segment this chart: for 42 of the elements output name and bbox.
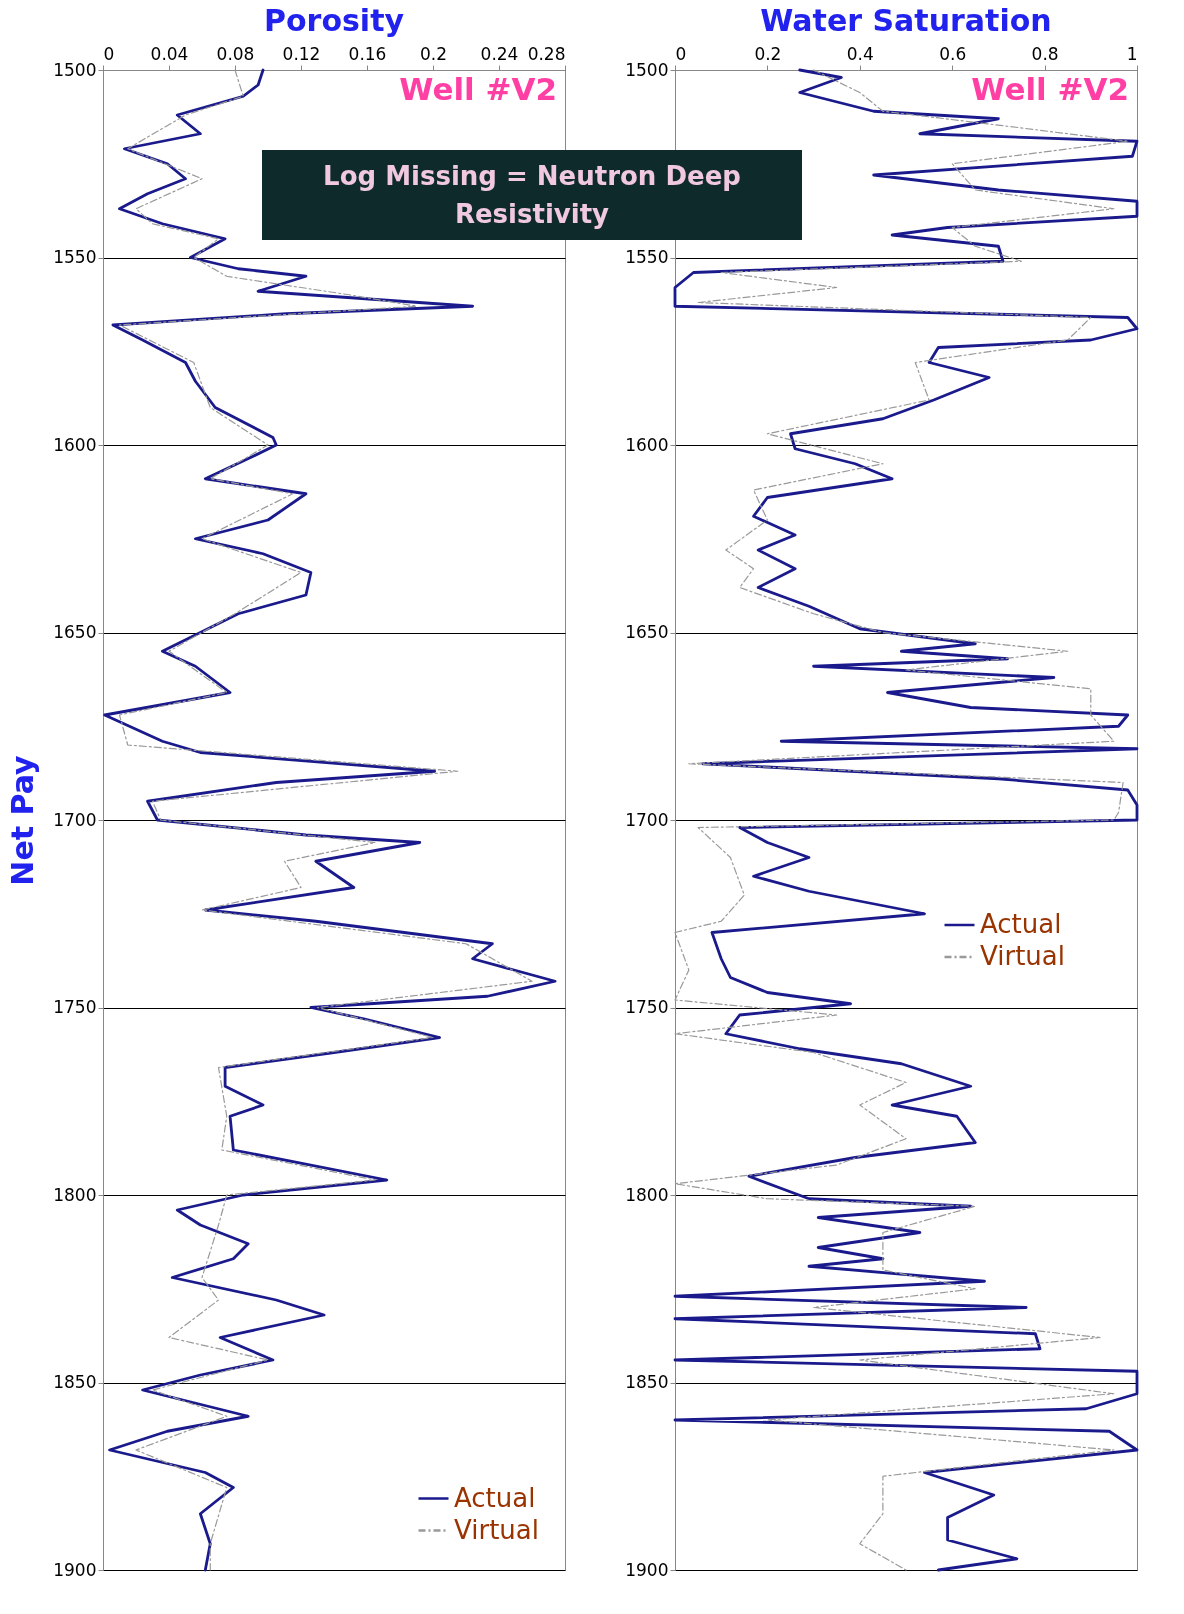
x-tick-label: 0.4 xyxy=(846,43,874,64)
annotation: Well #V2 xyxy=(399,71,557,107)
x-tick-label: 0.08 xyxy=(216,43,255,64)
x-tick-label: 0.04 xyxy=(150,43,189,64)
y-tick-label: 1550 xyxy=(53,247,97,267)
x-tick-label: 0 xyxy=(103,43,115,64)
x-tick-label: 0.8 xyxy=(1031,43,1059,64)
chart-title: Water Saturation xyxy=(760,3,1052,38)
x-tick-label: 0.6 xyxy=(939,43,967,64)
x-tick-label: 0.2 xyxy=(419,43,448,64)
y-tick-label: 1650 xyxy=(53,622,97,642)
y-tick-label: 1500 xyxy=(53,59,97,80)
y-tick-label: 1700 xyxy=(625,809,669,830)
legend-label: Actual xyxy=(980,909,1062,939)
annotation: Well #V2 xyxy=(971,71,1129,107)
y-tick-label: 1900 xyxy=(53,1559,97,1580)
y-tick-label: 1750 xyxy=(53,997,97,1017)
x-tick-label: 0.24 xyxy=(480,43,519,64)
x-tick-label: 0 xyxy=(675,43,687,64)
y-tick-label: 1600 xyxy=(53,434,97,455)
y-tick-label: 1550 xyxy=(625,247,669,267)
y-tick-label: 1650 xyxy=(625,622,669,642)
x-tick-label: 0.2 xyxy=(754,43,782,64)
y-tick-label: 1800 xyxy=(53,1184,97,1205)
legend-label: Virtual xyxy=(980,941,1065,971)
y-tick-label: 1900 xyxy=(625,1559,669,1580)
legend-label: Virtual xyxy=(454,1514,539,1545)
y-tick-label: 1500 xyxy=(625,59,669,80)
y-tick-label: 1850 xyxy=(53,1372,97,1392)
x-tick-label: 1 xyxy=(1126,43,1138,64)
chart-title: Porosity xyxy=(263,3,405,38)
y-axis-title: Net Pay xyxy=(5,754,41,886)
x-tick-label: 0.28 xyxy=(527,43,566,64)
x-tick-label: 0.16 xyxy=(348,43,387,64)
y-tick-label: 1750 xyxy=(625,997,669,1017)
note-box: Log Missing = Neutron Deep Resistivity xyxy=(262,150,802,240)
y-tick-label: 1850 xyxy=(625,1372,669,1392)
legend-label: Actual xyxy=(454,1482,536,1513)
y-tick-label: 1600 xyxy=(625,434,669,455)
y-tick-label: 1700 xyxy=(53,809,97,830)
y-tick-label: 1800 xyxy=(625,1184,669,1205)
x-tick-label: 0.12 xyxy=(282,43,321,64)
